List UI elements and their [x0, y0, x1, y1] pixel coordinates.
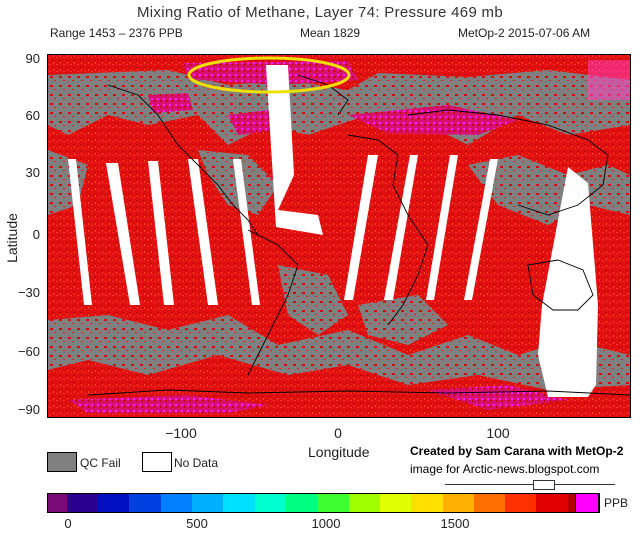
qc-fail-swatch: [47, 452, 77, 472]
pink-band: [588, 60, 630, 100]
y-axis-label: Latitude: [4, 213, 20, 263]
colorbar-high-swatch: [575, 493, 599, 513]
ytick-60: 60: [25, 108, 40, 123]
ytick-0: 0: [32, 227, 40, 242]
xtick-0: 0: [334, 425, 342, 441]
map-title: Mixing Ratio of Methane, Layer 74: Press…: [136, 4, 503, 21]
colorbar-tick-1500: 1500: [440, 516, 470, 531]
no-data-swatch: [142, 452, 172, 472]
coastlines: [87, 74, 630, 396]
arctic-highlight-ellipse: [187, 56, 351, 94]
scroll-track: [445, 484, 615, 485]
ytick-30: 30: [25, 165, 40, 180]
x-axis-label: Longitude: [308, 444, 370, 460]
qc-fail-label: QC Fail: [80, 456, 121, 470]
satellite-date: MetOp-2 2015-07-06 AM: [458, 26, 591, 40]
xtick-100: 100: [486, 425, 510, 441]
no-data-swaths: [68, 65, 598, 397]
scroll-thumb: [533, 480, 555, 490]
colorbar-unit: PPB: [604, 496, 629, 510]
colorbar: [47, 493, 600, 513]
colorbar-tick-1000: 1000: [311, 516, 341, 531]
ytick-minus90: −90: [17, 402, 40, 417]
no-data-label: No Data: [174, 456, 219, 470]
ytick-minus30: −30: [17, 285, 40, 300]
colorbar-tick-0: 0: [64, 516, 72, 531]
credit-line-1: Created by Sam Carana with MetOp-2: [410, 444, 624, 458]
credit-line-2: image for Arctic-news.blogspot.com: [410, 462, 600, 476]
ytick-90: 90: [25, 51, 40, 66]
methane-map-svg: [48, 55, 630, 417]
ytick-minus60: −60: [17, 344, 40, 359]
xtick-minus100: −100: [165, 425, 197, 441]
methane-map: [47, 54, 631, 418]
colorbar-tick-500: 500: [186, 516, 208, 531]
mean-text: Mean 1829: [300, 26, 361, 40]
range-text: Range 1453 – 2376 PPB: [50, 26, 183, 40]
